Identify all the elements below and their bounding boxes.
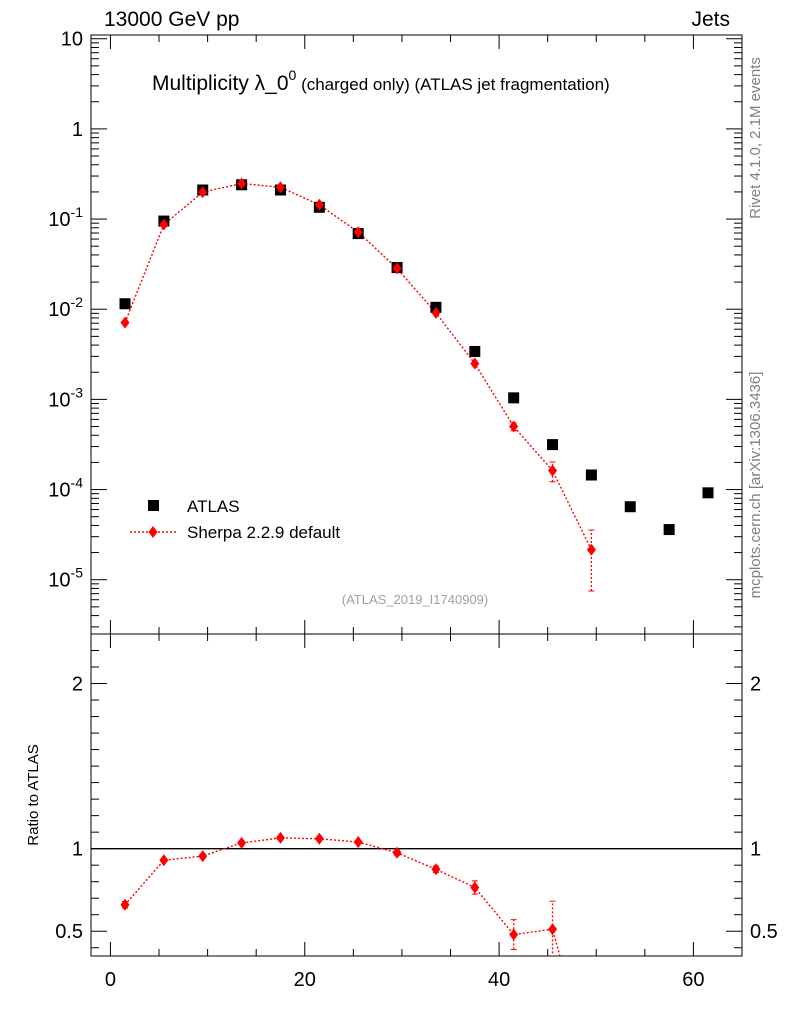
x-tick-label: 0 [105,969,116,991]
sherpa-point [120,316,130,329]
sherpa-point [470,881,480,894]
ratio-data [120,831,561,956]
sherpa-point [392,846,402,859]
legend: ATLAS Sherpa 2.2.9 default [130,497,340,542]
sherpa-point [159,218,169,231]
sherpa-point [237,836,247,849]
y-tick-label: 10-3 [48,384,83,411]
atlas-point [508,392,520,404]
sherpa-point [431,863,441,876]
ratio-frame [90,633,743,957]
atlas-point [663,524,675,536]
header-right-label: Jets [691,8,730,31]
sherpa-point [548,923,558,936]
rivet-label: Rivet 4.1.0, 2.1M events [747,57,764,219]
sherpa-point [120,898,130,911]
atlas-point [547,439,559,451]
sherpa-point [198,186,208,199]
title-main: Multiplicity λ_0 [152,72,289,95]
legend-sherpa-label: Sherpa 2.2.9 default [187,523,340,542]
sherpa-point [509,928,519,941]
y-tick-label: 10-4 [48,475,83,502]
title-superscript: 0 [289,67,297,83]
sherpa-point [470,357,480,370]
sherpa-point [431,306,441,319]
sherpa-point [314,198,324,211]
y-tick-label: 10-1 [48,204,83,231]
x-tick-label: 60 [682,969,704,991]
ratio-y-tick-label: 2 [72,674,83,696]
legend-atlas-label: ATLAS [187,497,240,516]
atlas-point [119,298,131,310]
ratio-y-tick-label: 1 [72,839,83,861]
mcplots-label: mcplots.cern.ch [arXiv:1306.3436] [747,372,764,599]
sherpa-point [198,850,208,863]
sherpa-point [314,832,324,845]
sherpa-point [586,543,596,556]
sherpa-point [275,831,285,844]
main-data [119,177,714,592]
sherpa-point [353,836,363,849]
x-tick-label: 20 [294,969,316,991]
sherpa-point [353,226,363,239]
legend-atlas-marker [148,500,159,511]
y-tick-label: 10 [61,29,83,51]
analysis-tag: (ATLAS_2019_I1740909) [342,592,488,607]
ratio-ylabel: Ratio to ATLAS [25,744,42,845]
y-tick-label: 10-2 [48,294,83,321]
main-frame [90,34,743,635]
ratio-y-tick-label: 2 [750,674,761,696]
y-tick-label: 1 [72,119,83,141]
sherpa-point [148,526,158,538]
sherpa-point [237,177,247,190]
sherpa-point [159,854,169,867]
x-tick-label: 40 [488,969,510,991]
sherpa-point [392,262,402,275]
ratio-y-tick-label: 1 [750,839,761,861]
atlas-point [469,345,481,357]
title-rest: (charged only) (ATLAS jet fragmentation) [296,75,609,94]
sherpa-point [548,464,558,477]
chart-title: Multiplicity λ_00 (charged only) (ATLAS … [152,67,610,95]
y-tick-label: 10-5 [48,565,83,592]
ratio-y-tick-label: 0.5 [55,921,83,943]
atlas-point [624,501,636,513]
ratio-panel: 0 20 40 60 0.5 0.5 1 1 2 2 [55,35,778,991]
ratio-y-tick-label: 0.5 [750,921,778,943]
header-left-label: 13000 GeV pp [104,8,240,31]
atlas-point [585,469,597,481]
sherpa-point [509,420,519,433]
sherpa-point [275,181,285,194]
ratio-line [124,837,561,956]
atlas-point [702,487,714,499]
